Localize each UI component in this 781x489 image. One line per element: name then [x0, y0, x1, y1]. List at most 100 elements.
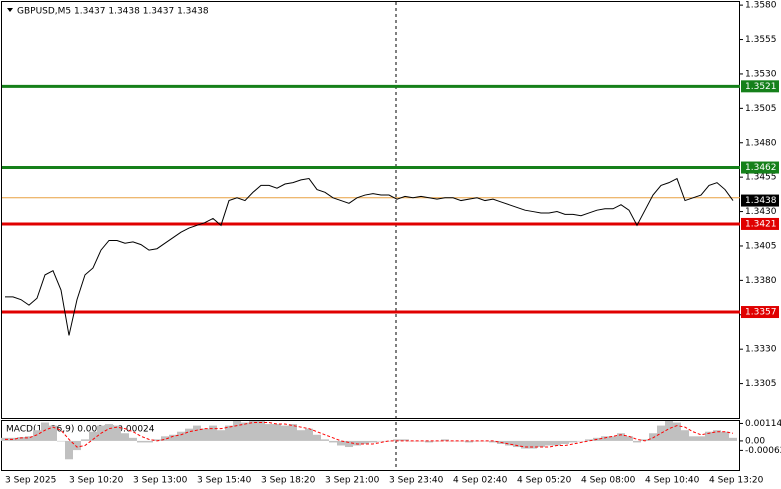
y-tick-label: 1.3530 [745, 69, 777, 79]
macd-bar [57, 440, 65, 442]
level-label: 1.3421 [745, 219, 777, 229]
macd-bar [665, 421, 673, 441]
y-tick-label: 0.00114 [745, 419, 781, 429]
macd-bar [697, 436, 705, 441]
macd-bar [505, 440, 513, 446]
macd-bar [465, 440, 473, 443]
macd-bar [137, 440, 145, 443]
macd-bar [705, 431, 713, 441]
macd-bar [529, 440, 537, 449]
macd-bar [641, 439, 649, 441]
macd-bar [345, 440, 353, 448]
signal-line [5, 422, 734, 448]
last-price-box [741, 194, 779, 207]
macd-bar [689, 436, 697, 441]
y-tick-label: 1.3380 [745, 276, 777, 286]
macd-bar [129, 437, 137, 441]
macd-bar [313, 434, 321, 441]
macd-bar [585, 439, 593, 441]
macd-bar [729, 437, 737, 441]
macd-bar [385, 440, 393, 442]
macd-bar [257, 421, 265, 441]
macd-bar [353, 440, 361, 446]
macd-bar [49, 425, 57, 441]
macd-bar [369, 440, 377, 443]
x-tick-label: 3 Sep 21:00 [325, 476, 380, 486]
y-tick-label: 1.3430 [745, 207, 777, 217]
macd-bar [177, 431, 185, 441]
y-tick-label: 1.3580 [745, 1, 777, 11]
macd-bar [489, 440, 497, 443]
x-tick-label: 3 Sep 18:20 [261, 476, 316, 486]
macd-bar [625, 436, 633, 441]
macd-bar [553, 440, 561, 446]
macd-bar [441, 439, 449, 441]
macd-bar [321, 439, 329, 441]
macd-bar [481, 440, 489, 442]
macd-bar [169, 434, 177, 441]
x-tick-label: 4 Sep 02:40 [453, 476, 508, 486]
y-tick-label: 0.00 [745, 436, 765, 446]
level-label: 1.3521 [745, 82, 777, 92]
y-tick-label: 1.3505 [745, 104, 777, 114]
macd-bar [73, 440, 81, 451]
macd-bar [25, 436, 33, 441]
macd-bar [273, 424, 281, 441]
level-label: 1.3357 [745, 308, 777, 318]
macd-bar [161, 436, 169, 441]
macd-bar [721, 431, 729, 441]
macd-bar [577, 440, 585, 442]
macd-bar [361, 440, 369, 444]
macd-bar [33, 430, 41, 441]
macd-bar [401, 439, 409, 441]
macd-bar [649, 433, 657, 441]
y-tick-label: 1.3455 [745, 173, 777, 183]
x-tick-label: 4 Sep 05:20 [517, 476, 572, 486]
y-tick-label: 1.3555 [745, 35, 777, 45]
macd-bar [513, 440, 521, 448]
macd-bar [289, 424, 297, 441]
chart-title: GBPUSD,M5 1.3437 1.3438 1.3437 1.3438 [17, 7, 209, 17]
x-tick-label: 3 Sep 13:00 [133, 476, 188, 486]
macd-bar [617, 433, 625, 441]
macd-bar [185, 428, 193, 441]
macd-bar [113, 425, 121, 441]
macd-bar [673, 422, 681, 441]
macd-bar [105, 424, 113, 441]
macd-bar [561, 440, 569, 444]
macd-bar [225, 425, 233, 441]
x-tick-label: 4 Sep 13:20 [709, 476, 764, 486]
y-tick-label: 1.3405 [745, 241, 777, 251]
macd-bar [193, 425, 201, 441]
level-label-box [741, 161, 779, 174]
macd-bar [297, 430, 305, 441]
x-tick-label: 3 Sep 2025 [5, 476, 56, 486]
macd-bar [265, 424, 273, 441]
x-tick-label: 3 Sep 15:40 [197, 476, 252, 486]
macd-bar [233, 421, 241, 441]
macd-bar [601, 436, 609, 441]
macd-bar [329, 440, 337, 443]
main-panel-frame [1, 1, 740, 419]
macd-bar [305, 428, 313, 441]
macd-panel-frame [1, 420, 740, 471]
level-label: 1.3462 [745, 163, 777, 173]
macd-bar [537, 440, 545, 448]
macd-bar [145, 440, 153, 443]
y-tick-label: 1.3305 [745, 379, 777, 389]
macd-bar [281, 425, 289, 441]
level-label-box [741, 306, 779, 319]
level-label-box [741, 80, 779, 93]
macd-bar [657, 425, 665, 441]
macd-bar [545, 440, 553, 446]
price-line [5, 177, 734, 336]
macd-bar [425, 440, 433, 443]
macd-bar [713, 430, 721, 441]
macd-bar [249, 421, 257, 441]
y-tick-label: -0.00062 [745, 446, 781, 456]
macd-bar [217, 430, 225, 441]
macd-bar [65, 440, 73, 460]
x-tick-label: 3 Sep 23:40 [389, 476, 444, 486]
